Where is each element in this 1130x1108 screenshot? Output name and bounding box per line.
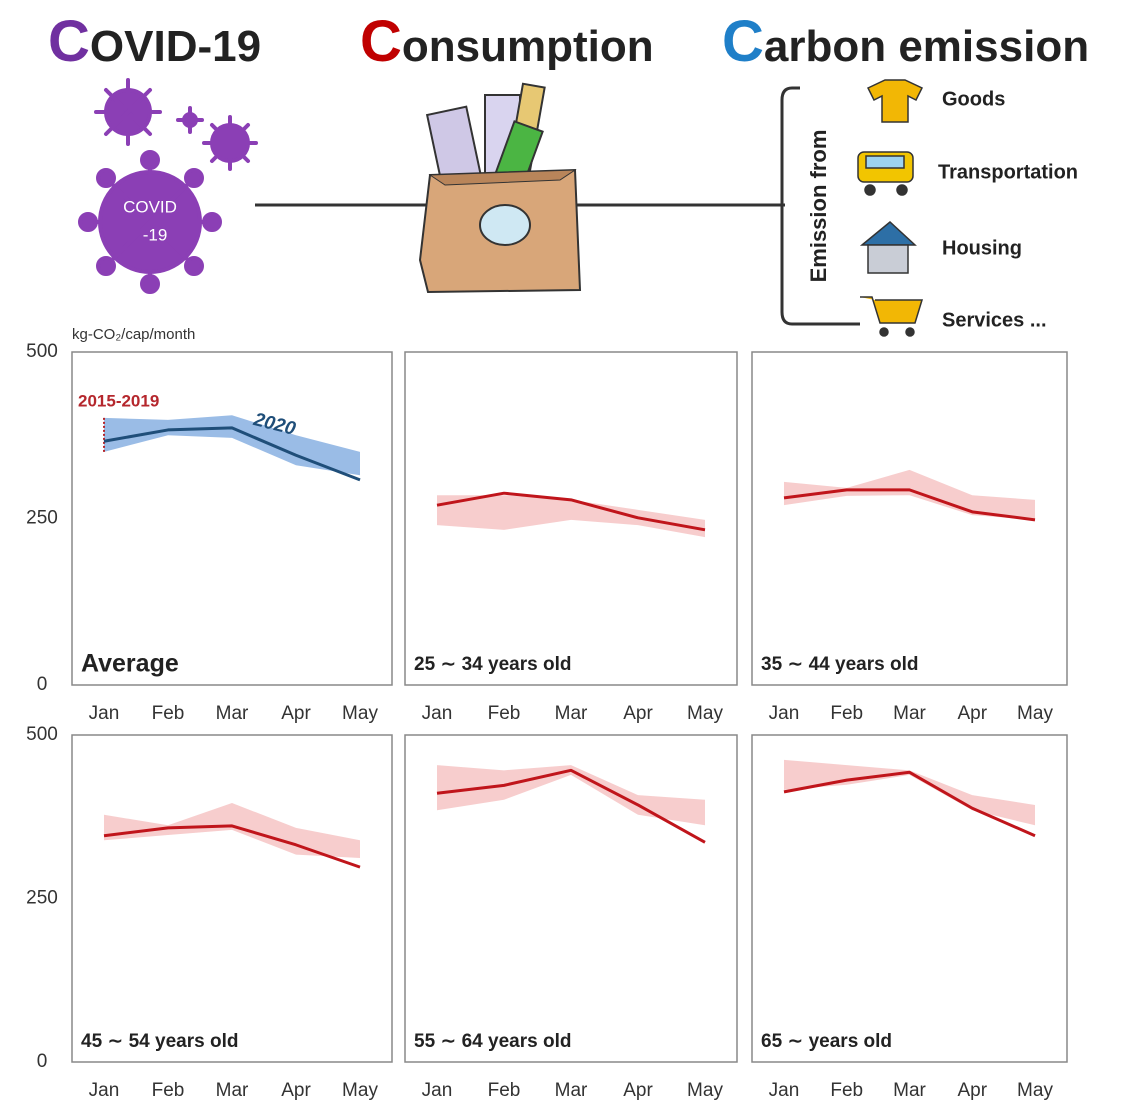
y-tick-label: 500 <box>26 341 58 362</box>
emission-source: Housing <box>942 237 1022 259</box>
x-tick-label: May <box>687 703 723 724</box>
x-tick-label: Apr <box>281 1080 311 1101</box>
x-tick-label: Apr <box>957 1080 987 1101</box>
y-axis-label: kg-CO₂/cap/month <box>72 326 195 343</box>
x-tick-label: Apr <box>281 703 311 724</box>
panel-title: 65 ∼ years old <box>761 1031 892 1052</box>
range-band <box>437 765 705 825</box>
panel-title: 55 ∼ 64 years old <box>414 1031 571 1052</box>
x-tick-label: Jan <box>422 1080 453 1101</box>
x-tick-label: May <box>1017 703 1053 724</box>
x-tick-label: Feb <box>488 1080 521 1101</box>
range-band <box>784 760 1035 825</box>
y-tick-label: 0 <box>37 674 48 695</box>
emission-source: Transportation <box>938 161 1078 183</box>
x-tick-label: Apr <box>623 703 653 724</box>
x-tick-label: May <box>1017 1080 1053 1101</box>
x-tick-label: Feb <box>830 1080 863 1101</box>
x-tick-label: May <box>342 703 378 724</box>
x-tick-label: Jan <box>89 1080 120 1101</box>
y-tick-label: 250 <box>26 508 58 529</box>
x-tick-label: May <box>687 1080 723 1101</box>
emission-source: Services ... <box>942 309 1047 331</box>
x-tick-label: Mar <box>893 1080 926 1101</box>
x-tick-label: Feb <box>830 703 863 724</box>
x-tick-label: Jan <box>769 703 800 724</box>
y-tick-label: 250 <box>26 888 58 909</box>
x-tick-label: Jan <box>769 1080 800 1101</box>
emission-source: Goods <box>942 88 1005 110</box>
y-tick-label: 500 <box>26 724 58 745</box>
x-tick-label: Feb <box>488 703 521 724</box>
x-tick-label: Feb <box>152 1080 185 1101</box>
panel-title: 35 ∼ 44 years old <box>761 654 918 675</box>
shopping-bag <box>420 84 580 292</box>
emission-heading: Emission from <box>806 130 831 283</box>
x-tick-label: Mar <box>216 1080 249 1101</box>
panel-title: Average <box>81 650 179 678</box>
x-tick-label: Jan <box>422 703 453 724</box>
x-tick-label: Jan <box>89 703 120 724</box>
source-icons <box>858 80 922 336</box>
x-tick-label: Mar <box>555 1080 588 1101</box>
page: COVID-19 Consumption Carbon emission COV… <box>0 0 1130 1108</box>
graphic: COVID -19 Emission from Goods Transporta… <box>0 0 1130 1108</box>
panel-title: 45 ∼ 54 years old <box>81 1031 238 1052</box>
x-tick-label: Mar <box>216 703 249 724</box>
y-tick-label: 0 <box>37 1051 48 1072</box>
panel-frame <box>72 735 392 1062</box>
range-band <box>784 470 1035 520</box>
x-tick-label: Apr <box>623 1080 653 1101</box>
band-name: 2015-2019 <box>78 391 159 410</box>
x-tick-label: Mar <box>893 703 926 724</box>
virus-label: -19 <box>143 225 168 244</box>
virus-icons <box>80 80 256 292</box>
x-tick-label: May <box>342 1080 378 1101</box>
virus-label: COVID <box>123 197 177 216</box>
x-tick-label: Feb <box>152 703 185 724</box>
range-band <box>437 495 705 537</box>
x-tick-label: Apr <box>957 703 987 724</box>
panel-title: 25 ∼ 34 years old <box>414 654 571 675</box>
x-tick-label: Mar <box>555 703 588 724</box>
